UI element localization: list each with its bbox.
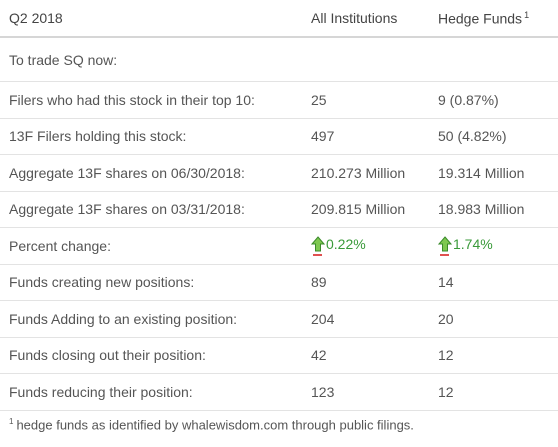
row-label: Funds Adding to an existing position: [0,300,302,338]
all-change-value: 0.22% [326,235,366,252]
percent-change-row: Percent change: 0.22% 1.74% [0,227,558,265]
table-row: Aggregate 13F shares on 06/30/2018: 210.… [0,154,558,192]
change-underline [313,253,322,256]
row-label: Funds reducing their position: [0,373,302,411]
hedge-value: 20 [429,300,558,338]
footnote: 1 hedge funds as identified by whalewisdo… [9,417,414,432]
table-row: Funds reducing their position: 123 12 [0,373,558,411]
holdings-table: Q2 2018 All Institutions Hedge Funds 1 To… [0,0,558,411]
hedge-change: 1.74% [438,236,493,256]
all-institutions-header: All Institutions [302,0,429,38]
hedge-value: 50 (4.82%) [429,118,558,155]
hedge-value: 9 (0.87%) [429,81,558,119]
period-header: Q2 2018 [0,0,302,38]
trade-link-text: To trade SQ now: [0,37,558,82]
all-change-cell: 0.22% [302,227,429,265]
table-header-row: Q2 2018 All Institutions Hedge Funds 1 [0,0,558,38]
hedge-value: 18.983 Million [429,191,558,228]
hedge-value: 19.314 Million [429,154,558,192]
hedge-value: 12 [429,337,558,374]
all-value: 89 [302,264,429,301]
all-value: 204 [302,300,429,338]
trade-link-row: To trade SQ now: [0,37,558,82]
table-row: Aggregate 13F shares on 03/31/2018: 209.… [0,191,558,228]
hedge-change-value: 1.74% [453,235,493,252]
all-value: 210.273 Million [302,154,429,192]
row-label: Funds creating new positions: [0,264,302,301]
hedge-value: 14 [429,264,558,301]
up-arrow-icon [311,235,325,252]
hedge-value: 12 [429,373,558,411]
footnote-marker-ref: 1 [9,417,14,426]
footnote-text: hedge funds as identified by whalewisdom… [16,417,414,433]
all-value: 209.815 Million [302,191,429,228]
all-value: 25 [302,81,429,119]
hedge-change-cell: 1.74% [429,227,558,265]
all-change: 0.22% [311,236,366,256]
table-row: Filers who had this stock in their top 1… [0,81,558,119]
row-label: Aggregate 13F shares on 06/30/2018: [0,154,302,192]
table-row: Funds Adding to an existing position: 20… [0,300,558,338]
all-value: 123 [302,373,429,411]
up-arrow-icon [438,235,452,252]
row-label: Aggregate 13F shares on 03/31/2018: [0,191,302,228]
footnote-marker: 1 [524,9,530,20]
row-label: Funds closing out their position: [0,337,302,374]
table-row: Funds creating new positions: 89 14 [0,264,558,301]
row-label: 13F Filers holding this stock: [0,118,302,155]
table-row: 13F Filers holding this stock: 497 50 (4… [0,118,558,155]
table-row: Funds closing out their position: 42 12 [0,337,558,374]
hedge-funds-header-label: Hedge Funds [438,10,523,27]
all-value: 497 [302,118,429,155]
hedge-funds-header: Hedge Funds 1 [429,0,558,38]
row-label: Percent change: [0,227,302,265]
all-value: 42 [302,337,429,374]
change-underline [440,253,449,256]
row-label: Filers who had this stock in their top 1… [0,81,302,119]
